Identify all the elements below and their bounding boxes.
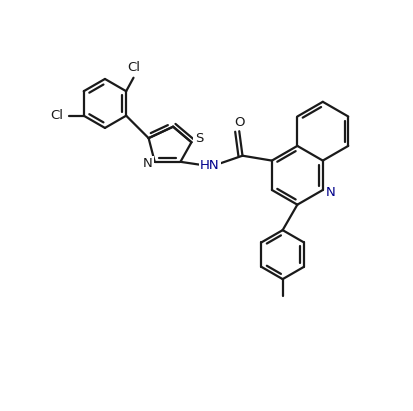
Text: S: S	[194, 132, 202, 145]
Text: Cl: Cl	[50, 109, 63, 122]
Text: N: N	[142, 157, 152, 171]
Text: Cl: Cl	[127, 61, 140, 74]
Text: O: O	[233, 116, 244, 129]
Text: HN: HN	[199, 159, 219, 172]
Text: N: N	[325, 185, 335, 199]
